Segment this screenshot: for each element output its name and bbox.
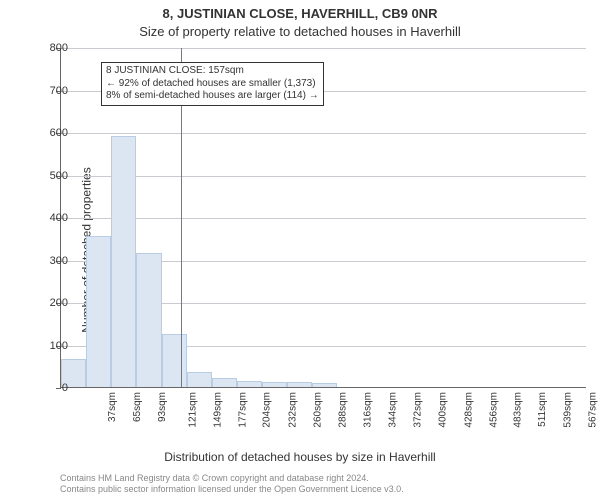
xtick-label: 149sqm [213, 392, 224, 428]
histogram-bar [212, 378, 237, 387]
marker-annotation: 8 JUSTINIAN CLOSE: 157sqm ← 92% of detac… [101, 62, 324, 106]
histogram-bar [136, 253, 161, 387]
xtick-label: 93sqm [157, 392, 168, 422]
xtick-label: 511sqm [537, 392, 548, 427]
annotation-line1: 8 JUSTINIAN CLOSE: 157sqm [106, 65, 319, 78]
xtick-label: 428sqm [463, 392, 474, 428]
xtick-label: 567sqm [588, 392, 599, 428]
xtick-label: 37sqm [107, 392, 118, 422]
xtick-label: 344sqm [388, 392, 399, 428]
histogram-bar [237, 381, 262, 387]
xtick-label: 456sqm [488, 392, 499, 428]
xtick-label: 204sqm [262, 392, 273, 428]
ytick-label: 800 [38, 42, 68, 54]
attribution-line2: Contains public sector information licen… [60, 484, 404, 496]
x-axis-label: Distribution of detached houses by size … [0, 450, 600, 464]
gridline-h [61, 176, 586, 177]
histogram-bar [86, 236, 111, 387]
xtick-label: 400sqm [438, 392, 449, 428]
gridline-h [61, 218, 586, 219]
xtick-label: 232sqm [287, 392, 298, 428]
attribution-line1: Contains HM Land Registry data © Crown c… [60, 473, 404, 485]
xtick-label: 539sqm [563, 392, 574, 428]
xtick-label: 288sqm [337, 392, 348, 428]
histogram-bar [287, 382, 312, 387]
plot-area: 8 JUSTINIAN CLOSE: 157sqm ← 92% of detac… [60, 48, 586, 388]
annotation-line3: 8% of semi-detached houses are larger (1… [106, 90, 319, 103]
xtick-label: 65sqm [132, 392, 143, 422]
ytick-label: 0 [38, 382, 68, 394]
xtick-label: 260sqm [312, 392, 323, 428]
ytick-label: 500 [38, 170, 68, 182]
gridline-h [61, 133, 586, 134]
ytick-label: 300 [38, 255, 68, 267]
ytick-label: 400 [38, 212, 68, 224]
ytick-label: 600 [38, 127, 68, 139]
histogram-bar [312, 383, 337, 387]
chart-title-address: 8, JUSTINIAN CLOSE, HAVERHILL, CB9 0NR [0, 6, 600, 21]
histogram-bar [262, 382, 287, 387]
histogram-bar [187, 372, 212, 387]
attribution: Contains HM Land Registry data © Crown c… [60, 473, 404, 496]
chart-title-desc: Size of property relative to detached ho… [0, 24, 600, 39]
xtick-label: 121sqm [188, 392, 199, 428]
xtick-label: 316sqm [363, 392, 374, 428]
chart-container: 8, JUSTINIAN CLOSE, HAVERHILL, CB9 0NR S… [0, 0, 600, 500]
xtick-label: 177sqm [238, 392, 249, 428]
xtick-label: 483sqm [512, 392, 523, 428]
gridline-h [61, 48, 586, 49]
ytick-label: 700 [38, 85, 68, 97]
ytick-label: 200 [38, 297, 68, 309]
ytick-label: 100 [38, 340, 68, 352]
histogram-bar [162, 334, 187, 387]
annotation-line2: ← 92% of detached houses are smaller (1,… [106, 78, 319, 91]
xtick-label: 372sqm [413, 392, 424, 428]
histogram-bar [111, 136, 136, 387]
